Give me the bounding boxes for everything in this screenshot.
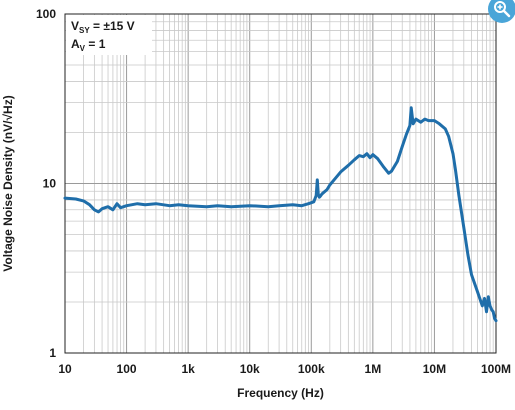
grid (65, 14, 496, 353)
legend-background (66, 15, 152, 55)
legend-box: VSY = ±15 V AV = 1 (66, 15, 152, 55)
x-tick-label: 100k (298, 362, 325, 376)
x-tick-label: 100M (481, 362, 511, 376)
x-tick-labels: 10 100 1k 10k 100k 1M 10M 100M (58, 362, 511, 376)
zoom-in-icon[interactable] (494, 1, 506, 13)
y-tick-label: 100 (36, 7, 56, 21)
series-layer (63, 106, 498, 323)
legend-supply-voltage: VSY = ±15 V (71, 19, 135, 35)
x-tick-label: 100 (117, 362, 137, 376)
zoom-in-button[interactable] (488, 0, 515, 23)
plot-frame (64, 13, 497, 354)
x-tick-label: 10M (423, 362, 446, 376)
x-tick-label: 1k (181, 362, 195, 376)
y-tick-label: 1 (49, 346, 56, 360)
y-tick-labels: 1 10 100 (36, 7, 56, 360)
x-tick-label: 10k (240, 362, 260, 376)
zoom-in-icon-handle[interactable] (502, 9, 511, 18)
y-tick-label: 10 (43, 177, 57, 191)
x-tick-label: 1M (365, 362, 382, 376)
legend-gain: AV = 1 (71, 37, 106, 53)
noise-density-series-line (63, 106, 498, 323)
y-axis-title: Voltage Noise Density (nV/√Hz) (1, 95, 15, 271)
x-tick-label: 10 (58, 362, 72, 376)
x-axis-title: Frequency (Hz) (237, 386, 324, 400)
